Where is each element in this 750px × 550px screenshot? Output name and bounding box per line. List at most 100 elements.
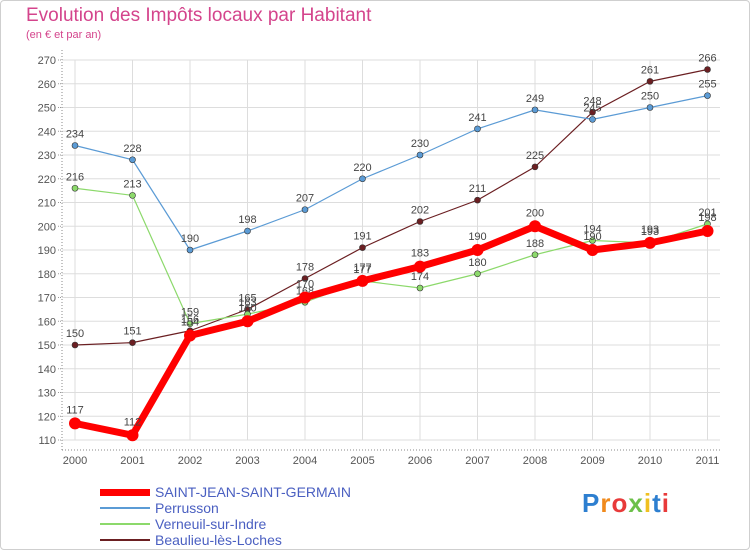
data-point-verneuil-sur-indre [474, 270, 481, 278]
y-tick-label: 260 [38, 79, 56, 91]
data-point-verneuil-sur-indre [589, 237, 596, 244]
data-label-saint-jean-saint-germain: 154 [181, 317, 199, 329]
data-point-beaulieu-les-loches [71, 341, 79, 349]
x-tick-label: 2010 [638, 455, 662, 467]
y-tick-label: 240 [38, 126, 56, 138]
data-point-verneuil-sur-indre [71, 184, 79, 192]
data-point-verneuil-sur-indre [186, 320, 194, 327]
x-tick-label: 2001 [120, 455, 144, 467]
data-label-saint-jean-saint-germain: 193 [641, 224, 659, 236]
data-label-verneuil-sur-indre: 159 [181, 307, 199, 319]
y-tick-label: 150 [38, 340, 56, 352]
data-point-perrusson [416, 151, 424, 159]
data-point-saint-jean-saint-germain [299, 291, 311, 304]
y-tick-label: 210 [38, 198, 56, 210]
x-tick-label: 2011 [696, 455, 720, 467]
data-point-verneuil-sur-indre [531, 251, 539, 259]
data-label-beaulieu-les-loches: 178 [296, 262, 314, 274]
data-label-perrusson: 228 [123, 143, 141, 155]
data-point-perrusson [646, 104, 654, 111]
legend-label-saint-jean: SAINT-JEAN-SAINT-GERMAIN [155, 484, 352, 500]
x-tick-label: 2004 [293, 455, 317, 467]
y-tick-label: 120 [38, 411, 56, 423]
data-point-beaulieu-les-loches [416, 218, 424, 225]
data-label-verneuil-sur-indre: 180 [468, 257, 486, 269]
data-label-beaulieu-les-loches: 248 [583, 95, 601, 107]
y-tick-label: 270 [38, 55, 56, 67]
data-label-saint-jean-saint-germain: 190 [583, 231, 601, 243]
data-point-saint-jean-saint-germain [701, 225, 714, 237]
data-point-saint-jean-saint-germain [356, 274, 369, 287]
data-label-perrusson: 190 [181, 233, 199, 245]
data-label-beaulieu-les-loches: 191 [353, 231, 371, 243]
data-label-saint-jean-saint-germain: 183 [411, 248, 429, 260]
series-line-beaulieu-les-loches [74, 68, 708, 346]
data-label-saint-jean-saint-germain: 112 [124, 416, 142, 428]
data-point-perrusson [531, 106, 539, 114]
data-point-saint-jean-saint-germain [184, 329, 196, 342]
x-tick-label: 2000 [63, 455, 87, 467]
proxiti-logo: Proxiti [582, 488, 670, 518]
data-point-perrusson [704, 92, 711, 99]
line-chart: 110 120 130 140 150 160 170 180 190 200 210 220 230 2… [38, 50, 720, 467]
data-point-perrusson [244, 227, 251, 235]
y-tick-label: 250 [38, 103, 56, 115]
data-label-saint-jean-saint-germain: 170 [296, 279, 314, 291]
data-point-saint-jean-saint-germain [241, 315, 254, 328]
data-point-perrusson [589, 116, 596, 123]
data-point-perrusson [129, 156, 136, 164]
data-label-verneuil-sur-indre: 188 [526, 238, 544, 250]
data-point-saint-jean-saint-germain [529, 220, 541, 233]
y-tick-label: 180 [38, 269, 56, 281]
legend-label-perrusson: Perrusson [155, 500, 219, 516]
data-label-saint-jean-saint-germain: 160 [238, 302, 256, 314]
data-label-saint-jean-saint-germain: 200 [526, 207, 544, 219]
data-point-beaulieu-les-loches [704, 66, 711, 73]
data-point-beaulieu-les-loches [589, 108, 596, 116]
legend-swatch-saint-jean [100, 489, 150, 496]
data-point-perrusson [301, 206, 309, 213]
data-point-beaulieu-les-loches [474, 196, 481, 204]
data-label-perrusson: 241 [468, 112, 486, 124]
x-tick-label: 2006 [408, 455, 432, 467]
x-tick-label: 2005 [350, 455, 374, 467]
y-tick-label: 110 [38, 435, 56, 447]
data-label-beaulieu-les-loches: 150 [66, 328, 84, 340]
x-tick-label: 2002 [178, 455, 202, 467]
data-label-verneuil-sur-indre: 201 [698, 207, 716, 219]
data-label-saint-jean-saint-germain: 190 [468, 231, 486, 243]
legend-label-beaulieu: Beaulieu-lès-Loches [155, 532, 282, 548]
y-tick-label: 190 [38, 245, 56, 257]
data-point-saint-jean-saint-germain [644, 236, 656, 249]
y-tick-label: 200 [38, 221, 56, 233]
x-tick-label: 2009 [580, 455, 604, 467]
data-label-perrusson: 245 [583, 102, 601, 114]
legend-swatch-perrusson [100, 507, 150, 509]
y-tick-label: 140 [38, 364, 56, 376]
data-label-beaulieu-les-loches: 202 [411, 205, 429, 217]
data-point-perrusson [71, 142, 79, 149]
data-label-perrusson: 198 [238, 214, 256, 226]
x-tick-label: 2003 [235, 455, 259, 467]
data-label-beaulieu-les-loches: 165 [238, 292, 256, 304]
x-tick-label: 2007 [465, 455, 489, 467]
data-label-verneuil-sur-indre: 213 [123, 178, 141, 190]
data-label-verneuil-sur-indre: 163 [238, 297, 256, 309]
y-tick-label: 160 [38, 316, 56, 328]
y-tick-label: 230 [38, 150, 56, 162]
data-label-perrusson: 249 [526, 93, 544, 105]
legend-swatch-beaulieu [100, 539, 150, 541]
data-label-saint-jean-saint-germain: 177 [353, 262, 371, 274]
data-point-beaulieu-les-loches [301, 275, 309, 282]
y-tick-label: 220 [38, 174, 56, 186]
data-label-perrusson: 250 [641, 91, 659, 103]
data-point-beaulieu-les-loches [129, 339, 136, 346]
legend-label-verneuil: Verneuil-sur-Indre [155, 516, 267, 532]
series-line-verneuil-sur-indre [74, 187, 708, 325]
data-label-saint-jean-saint-germain: 198 [698, 212, 716, 224]
x-tick-label: 2008 [523, 455, 547, 467]
data-label-beaulieu-les-loches: 151 [123, 326, 141, 338]
data-label-saint-jean-saint-germain: 117 [66, 404, 84, 416]
chart-subtitle: (en € et par an) [26, 29, 102, 41]
data-label-verneuil-sur-indre: 193 [641, 226, 659, 238]
